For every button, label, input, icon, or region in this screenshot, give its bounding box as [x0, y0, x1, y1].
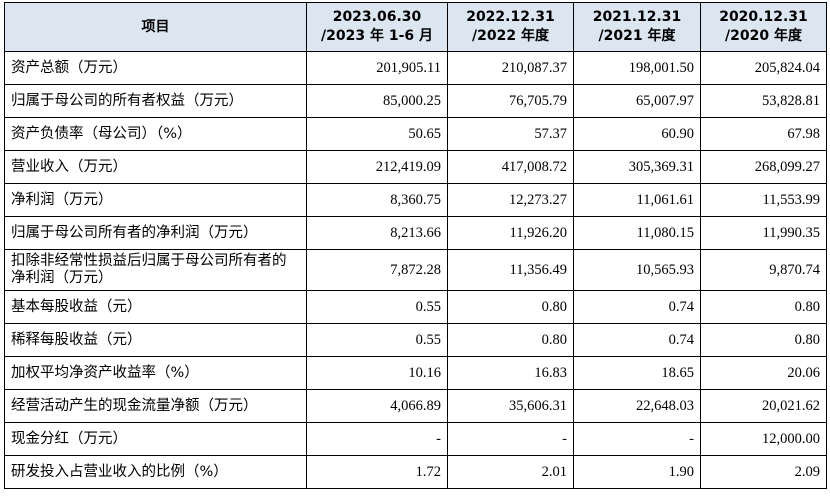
- header-period-2023h1: 2023.06.30 /2023 年 1-6 月: [306, 2, 448, 52]
- cell-value: 67.98: [700, 117, 827, 151]
- cell-value: 7,872.28: [306, 249, 448, 291]
- cell-value: 65,007.97: [573, 84, 701, 118]
- table-row: 研发投入占营业收入的比例（%） 1.72 2.01 1.90 2.09: [4, 455, 827, 489]
- row-label: 加权平均净资产收益率（%）: [4, 356, 307, 390]
- cell-value: 35,606.31: [447, 389, 574, 423]
- table-row: 归属于母公司的所有者权益（万元） 85,000.25 76,705.79 65,…: [4, 84, 827, 118]
- cell-value: 11,080.15: [573, 216, 701, 250]
- cell-value: 20,021.62: [700, 389, 827, 423]
- cell-value: 4,066.89: [306, 389, 448, 423]
- cell-value: 85,000.25: [306, 84, 448, 118]
- cell-value: 0.80: [447, 290, 574, 324]
- cell-value: 76,705.79: [447, 84, 574, 118]
- cell-value: 10.16: [306, 356, 448, 390]
- cell-value: 198,001.50: [573, 51, 701, 85]
- table-row: 净利润（万元） 8,360.75 12,273.27 11,061.61 11,…: [4, 183, 827, 217]
- cell-value: 0.80: [447, 323, 574, 357]
- table-row: 资产负债率（母公司）（%） 50.65 57.37 60.90 67.98: [4, 117, 827, 151]
- header-period: /2023 年 1-6 月: [321, 28, 433, 44]
- row-label: 资产总额（万元）: [4, 51, 307, 85]
- row-label: 净利润（万元）: [4, 183, 307, 217]
- row-label: 研发投入占营业收入的比例（%）: [4, 455, 307, 489]
- cell-value: 417,008.72: [447, 150, 574, 184]
- cell-value: 305,369.31: [573, 150, 701, 184]
- cell-value: 0.74: [573, 323, 701, 357]
- row-label: 扣除非经常性损益后归属于母公司所有者的净利润（万元）: [4, 249, 307, 291]
- cell-value: 11,990.35: [700, 216, 827, 250]
- table-row: 稀释每股收益（元） 0.55 0.80 0.74 0.80: [4, 323, 827, 357]
- cell-value: 11,356.49: [447, 249, 574, 291]
- cell-value: 11,061.61: [573, 183, 701, 217]
- cell-value: 12,000.00: [700, 422, 827, 456]
- header-period-2021: 2021.12.31 /2021 年度: [573, 2, 701, 52]
- table-row: 现金分红（万元） - - - 12,000.00: [4, 422, 827, 456]
- cell-value: 53,828.81: [700, 84, 827, 118]
- table-row: 归属于母公司所有者的净利润（万元） 8,213.66 11,926.20 11,…: [4, 216, 827, 250]
- cell-value: 0.55: [306, 290, 448, 324]
- row-label: 资产负债率（母公司）（%）: [4, 117, 307, 151]
- cell-value: 1.90: [573, 455, 701, 489]
- header-period: /2020 年度: [725, 28, 802, 44]
- financial-data-table: 项目 2023.06.30 /2023 年 1-6 月 2022.12.31 /…: [4, 2, 827, 489]
- cell-value: 268,099.27: [700, 150, 827, 184]
- header-period-2020: 2020.12.31 /2020 年度: [700, 2, 827, 52]
- header-item: 项目: [4, 2, 307, 52]
- cell-value: -: [306, 422, 448, 456]
- row-label: 归属于母公司所有者的净利润（万元）: [4, 216, 307, 250]
- cell-value: 57.37: [447, 117, 574, 151]
- cell-value: 8,213.66: [306, 216, 448, 250]
- cell-value: 0.80: [700, 323, 827, 357]
- table-row: 加权平均净资产收益率（%） 10.16 16.83 18.65 20.06: [4, 356, 827, 390]
- header-period-2022: 2022.12.31 /2022 年度: [447, 2, 574, 52]
- row-label: 现金分红（万元）: [4, 422, 307, 456]
- header-period: /2022 年度: [472, 28, 549, 44]
- cell-value: 10,565.93: [573, 249, 701, 291]
- header-period: /2021 年度: [598, 28, 676, 44]
- table-row: 扣除非经常性损益后归属于母公司所有者的净利润（万元） 7,872.28 11,3…: [4, 249, 827, 291]
- header-date: 2023.06.30: [332, 9, 422, 25]
- cell-value: -: [573, 422, 701, 456]
- cell-value: 0.74: [573, 290, 701, 324]
- cell-value: 205,824.04: [700, 51, 827, 85]
- cell-value: 20.06: [700, 356, 827, 390]
- cell-value: 8,360.75: [306, 183, 448, 217]
- cell-value: 50.65: [306, 117, 448, 151]
- cell-value: 22,648.03: [573, 389, 701, 423]
- row-label: 营业收入（万元）: [4, 150, 307, 184]
- table-row: 营业收入（万元） 212,419.09 417,008.72 305,369.3…: [4, 150, 827, 184]
- cell-value: 9,870.74: [700, 249, 827, 291]
- table-row: 基本每股收益（元） 0.55 0.80 0.74 0.80: [4, 290, 827, 324]
- cell-value: 12,273.27: [447, 183, 574, 217]
- cell-value: 11,553.99: [700, 183, 827, 217]
- cell-value: 11,926.20: [447, 216, 574, 250]
- cell-value: 60.90: [573, 117, 701, 151]
- row-label: 基本每股收益（元）: [4, 290, 307, 324]
- row-label: 经营活动产生的现金流量净额（万元）: [4, 389, 307, 423]
- cell-value: 1.72: [306, 455, 448, 489]
- cell-value: 18.65: [573, 356, 701, 390]
- cell-value: 210,087.37: [447, 51, 574, 85]
- cell-value: 0.80: [700, 290, 827, 324]
- cell-value: -: [447, 422, 574, 456]
- header-date: 2020.12.31: [719, 9, 808, 25]
- cell-value: 0.55: [306, 323, 448, 357]
- cell-value: 16.83: [447, 356, 574, 390]
- header-date: 2021.12.31: [592, 9, 682, 25]
- row-label: 稀释每股收益（元）: [4, 323, 307, 357]
- table-row: 经营活动产生的现金流量净额（万元） 4,066.89 35,606.31 22,…: [4, 389, 827, 423]
- header-date: 2022.12.31: [466, 9, 555, 25]
- table-header-row: 项目 2023.06.30 /2023 年 1-6 月 2022.12.31 /…: [4, 2, 827, 52]
- row-label: 归属于母公司的所有者权益（万元）: [4, 84, 307, 118]
- cell-value: 2.01: [447, 455, 574, 489]
- table-row: 资产总额（万元） 201,905.11 210,087.37 198,001.5…: [4, 51, 827, 85]
- cell-value: 201,905.11: [306, 51, 448, 85]
- cell-value: 212,419.09: [306, 150, 448, 184]
- cell-value: 2.09: [700, 455, 827, 489]
